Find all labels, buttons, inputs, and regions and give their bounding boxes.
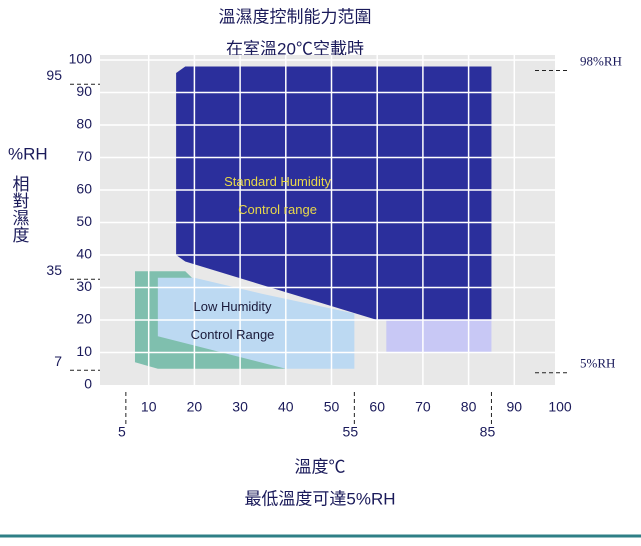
marker-label: 98%RH [580, 53, 622, 68]
x-tick-label: 30 [232, 399, 248, 415]
y-axis-label: %RH [8, 144, 48, 163]
marker-label: 5%RH [580, 356, 615, 371]
y-tick-label: 70 [76, 148, 92, 164]
x-tick-label: 40 [278, 399, 294, 415]
marker-label: 5 [118, 424, 126, 440]
x-tick-label: 50 [324, 399, 340, 415]
y-tick-label: 50 [76, 213, 92, 229]
marker-label: 85 [480, 424, 496, 440]
y-tick-label: 20 [76, 311, 92, 327]
x-tick-label: 100 [548, 399, 572, 415]
y-tick-label: 10 [76, 343, 92, 359]
marker-label: 55 [343, 424, 359, 440]
chart-subtitle: 在室溫20℃空載時 [226, 39, 364, 58]
chart-title: 溫濕度控制能力范圍 [219, 7, 372, 26]
x-axis-label: 溫度℃ [295, 457, 346, 476]
y-tick-label: 30 [76, 278, 92, 294]
x-tick-label: 70 [415, 399, 431, 415]
marker-label: 35 [46, 262, 62, 278]
x-tick-label: 80 [461, 399, 477, 415]
x-tick-label: 20 [187, 399, 203, 415]
y-tick-label: 60 [76, 181, 92, 197]
marker-label: 95 [46, 67, 62, 83]
region-label: Control range [238, 202, 317, 217]
y-tick-label: 90 [76, 83, 92, 99]
region-label: Low Humidity [193, 299, 272, 314]
x-tick-label: 60 [369, 399, 385, 415]
chart-note: 最低溫度可達5%RH [244, 489, 395, 508]
x-tick-label: 90 [507, 399, 523, 415]
y-tick-label: 40 [76, 246, 92, 262]
y-tick-label: 100 [69, 51, 93, 67]
region-label: Standard Humidity [224, 174, 331, 189]
y-tick-label: 80 [76, 116, 92, 132]
region [157, 277, 355, 369]
y-axis-label-vertical: 相對濕度 [10, 175, 30, 243]
region [176, 66, 492, 320]
y-tick-label: 0 [84, 376, 92, 392]
region [386, 320, 492, 353]
region-label: Control Range [191, 327, 275, 342]
marker-label: 7 [54, 353, 62, 369]
x-tick-label: 10 [141, 399, 157, 415]
